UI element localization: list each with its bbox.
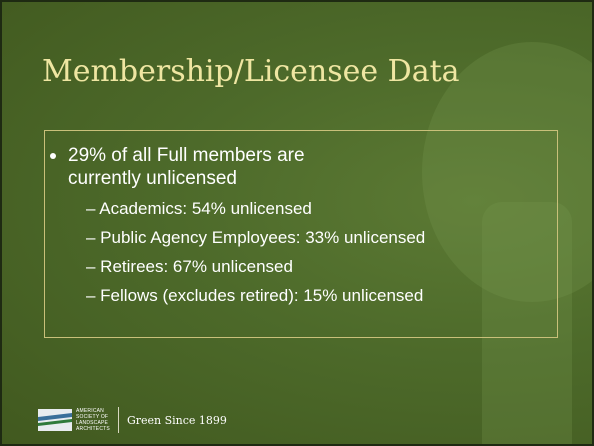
separator: [118, 407, 119, 433]
bullet: 29% of all Full members are currently un…: [60, 144, 368, 190]
sub-bullet: – Retirees: 67% unlicensed: [86, 257, 555, 277]
slide: Membership/Licensee Data 29% of all Full…: [0, 0, 594, 446]
slide-title: Membership/Licensee Data: [42, 54, 460, 89]
bullet-dot: [50, 153, 56, 159]
logo-line: ARCHITECTS: [76, 426, 110, 432]
sub-bullet: – Public Agency Employees: 33% unlicense…: [86, 228, 555, 248]
sub-bullet: – Fellows (excludes retired): 15% unlice…: [86, 286, 555, 306]
sub-bullet: – Academics: 54% unlicensed: [86, 199, 555, 219]
tagline: Green Since 1899: [127, 414, 227, 427]
logo-mark: [38, 409, 72, 431]
content: 29% of all Full members are currently un…: [60, 144, 555, 306]
